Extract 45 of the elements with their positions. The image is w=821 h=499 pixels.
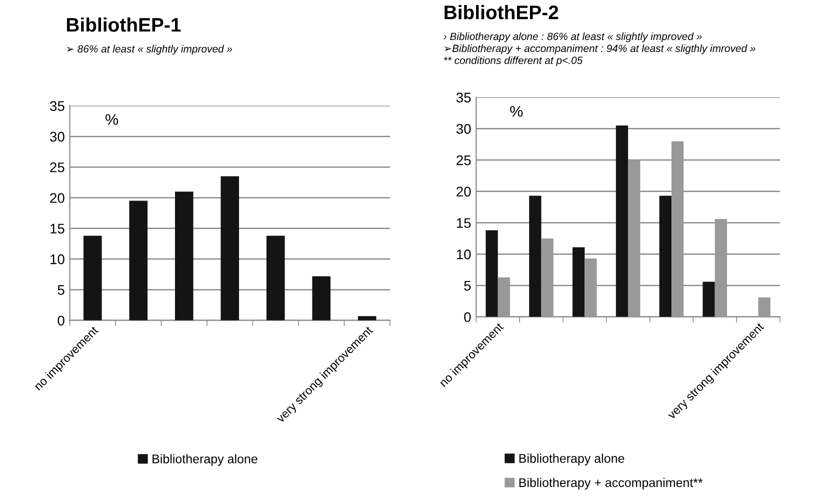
y-tick-label: 0 — [58, 316, 64, 326]
bar — [84, 236, 102, 320]
y-tick-label: 20 — [456, 186, 471, 197]
legend-label: Bibliotherapy alone — [152, 454, 258, 466]
bar — [486, 230, 498, 317]
bar — [266, 236, 285, 320]
y-tick-label: 30 — [50, 132, 64, 142]
bar — [702, 282, 715, 317]
bar — [312, 276, 331, 320]
bar — [758, 297, 770, 317]
annotation: % — [106, 114, 118, 125]
annotation: % — [510, 106, 523, 117]
y-tick-label: 35 — [456, 92, 471, 102]
y-tick-label: 15 — [456, 218, 471, 228]
bar — [659, 196, 672, 317]
bar — [628, 160, 640, 317]
bar — [714, 219, 728, 317]
bar — [671, 141, 684, 317]
bar — [220, 176, 240, 320]
y-tick-label: 25 — [50, 162, 64, 172]
chart-subtitle: ➢ 86% at least « slightly improved » — [66, 44, 232, 55]
bar — [616, 126, 628, 317]
y-tick-label: 20 — [50, 193, 64, 203]
y-tick-label: 10 — [456, 249, 471, 260]
y-tick-label: 5 — [58, 285, 64, 295]
bar — [584, 258, 597, 317]
bar — [498, 277, 510, 317]
y-tick-label: 5 — [464, 280, 471, 291]
bar — [572, 247, 585, 317]
legend-label: Bibliotherapy alone — [519, 454, 624, 466]
bar — [174, 192, 194, 320]
y-tick-label: 10 — [50, 254, 64, 264]
chart-title: BibliothEP-1 — [66, 17, 181, 32]
bar — [541, 238, 554, 317]
bar — [358, 316, 376, 320]
chart-subtitle: › Bibliotherapy alone : 86% at least « slightly improved » ➢Bibliotherapy + accompaniment : 94% at least « sligthly imroved » ** conditions different at p<.05 — [443, 32, 756, 66]
y-tick-label: 0 — [464, 312, 471, 322]
y-tick-label: 25 — [456, 155, 471, 166]
bar — [529, 196, 542, 317]
y-tick-label: 15 — [50, 224, 64, 234]
chart-title: BibliothEP-2 — [444, 4, 558, 20]
y-tick-label: 30 — [456, 124, 471, 134]
y-tick-label: 35 — [50, 101, 64, 111]
legend-label: Bibliotherapy + accompaniment** — [519, 478, 703, 490]
bar — [129, 200, 148, 320]
